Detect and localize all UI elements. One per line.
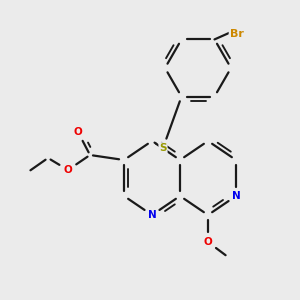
Text: O: O <box>204 237 212 247</box>
Text: O: O <box>74 127 82 137</box>
Text: Br: Br <box>230 29 243 39</box>
Text: N: N <box>232 191 240 201</box>
Text: N: N <box>148 210 156 220</box>
Text: S: S <box>159 143 167 153</box>
Text: O: O <box>64 165 72 175</box>
